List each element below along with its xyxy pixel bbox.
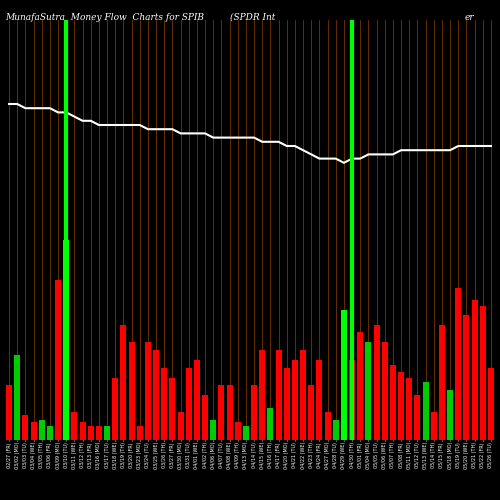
Bar	[210, 420, 216, 440]
Bar	[186, 368, 192, 440]
Bar	[170, 378, 175, 440]
Bar	[153, 350, 159, 440]
Bar	[382, 342, 388, 440]
Bar	[14, 355, 20, 440]
Text: MunafaSutra  Money Flow  Charts for SPIB: MunafaSutra Money Flow Charts for SPIB	[5, 12, 204, 22]
Bar	[414, 395, 420, 440]
Bar	[218, 385, 224, 440]
Bar	[136, 426, 143, 440]
Bar	[464, 315, 469, 440]
Bar	[55, 280, 61, 440]
Bar	[120, 325, 126, 440]
Bar	[30, 422, 36, 440]
Bar	[96, 426, 102, 440]
Bar	[202, 395, 208, 440]
Bar	[243, 426, 249, 440]
Bar	[38, 420, 45, 440]
Bar	[104, 426, 110, 440]
Bar	[349, 360, 355, 440]
Bar	[284, 368, 290, 440]
Bar	[88, 426, 94, 440]
Bar	[316, 360, 322, 440]
Bar	[22, 415, 28, 440]
Bar	[447, 390, 453, 440]
Bar	[341, 310, 347, 440]
Bar	[6, 385, 12, 440]
Text: er: er	[465, 12, 474, 22]
Bar	[80, 422, 86, 440]
Bar	[390, 365, 396, 440]
Bar	[422, 382, 428, 440]
Bar	[332, 420, 339, 440]
Bar	[145, 342, 151, 440]
Bar	[357, 332, 364, 440]
Bar	[276, 350, 281, 440]
Bar	[161, 368, 168, 440]
Bar	[480, 306, 486, 440]
Bar	[63, 240, 70, 440]
Bar	[308, 385, 314, 440]
Bar	[374, 325, 380, 440]
Bar	[47, 426, 53, 440]
Bar	[430, 412, 437, 440]
Bar	[292, 360, 298, 440]
Bar	[128, 342, 134, 440]
Bar	[472, 300, 478, 440]
Bar	[194, 360, 200, 440]
Bar	[366, 342, 372, 440]
Bar	[251, 385, 257, 440]
Bar	[72, 412, 78, 440]
Bar	[259, 350, 266, 440]
Bar	[178, 412, 184, 440]
Bar	[455, 288, 462, 440]
Bar	[226, 385, 232, 440]
Text: (SPDR Int: (SPDR Int	[230, 12, 276, 22]
Bar	[439, 325, 445, 440]
Bar	[398, 372, 404, 440]
Bar	[324, 412, 330, 440]
Bar	[300, 350, 306, 440]
Bar	[406, 378, 412, 440]
Bar	[234, 422, 241, 440]
Bar	[268, 408, 274, 440]
Bar	[488, 368, 494, 440]
Bar	[112, 378, 118, 440]
